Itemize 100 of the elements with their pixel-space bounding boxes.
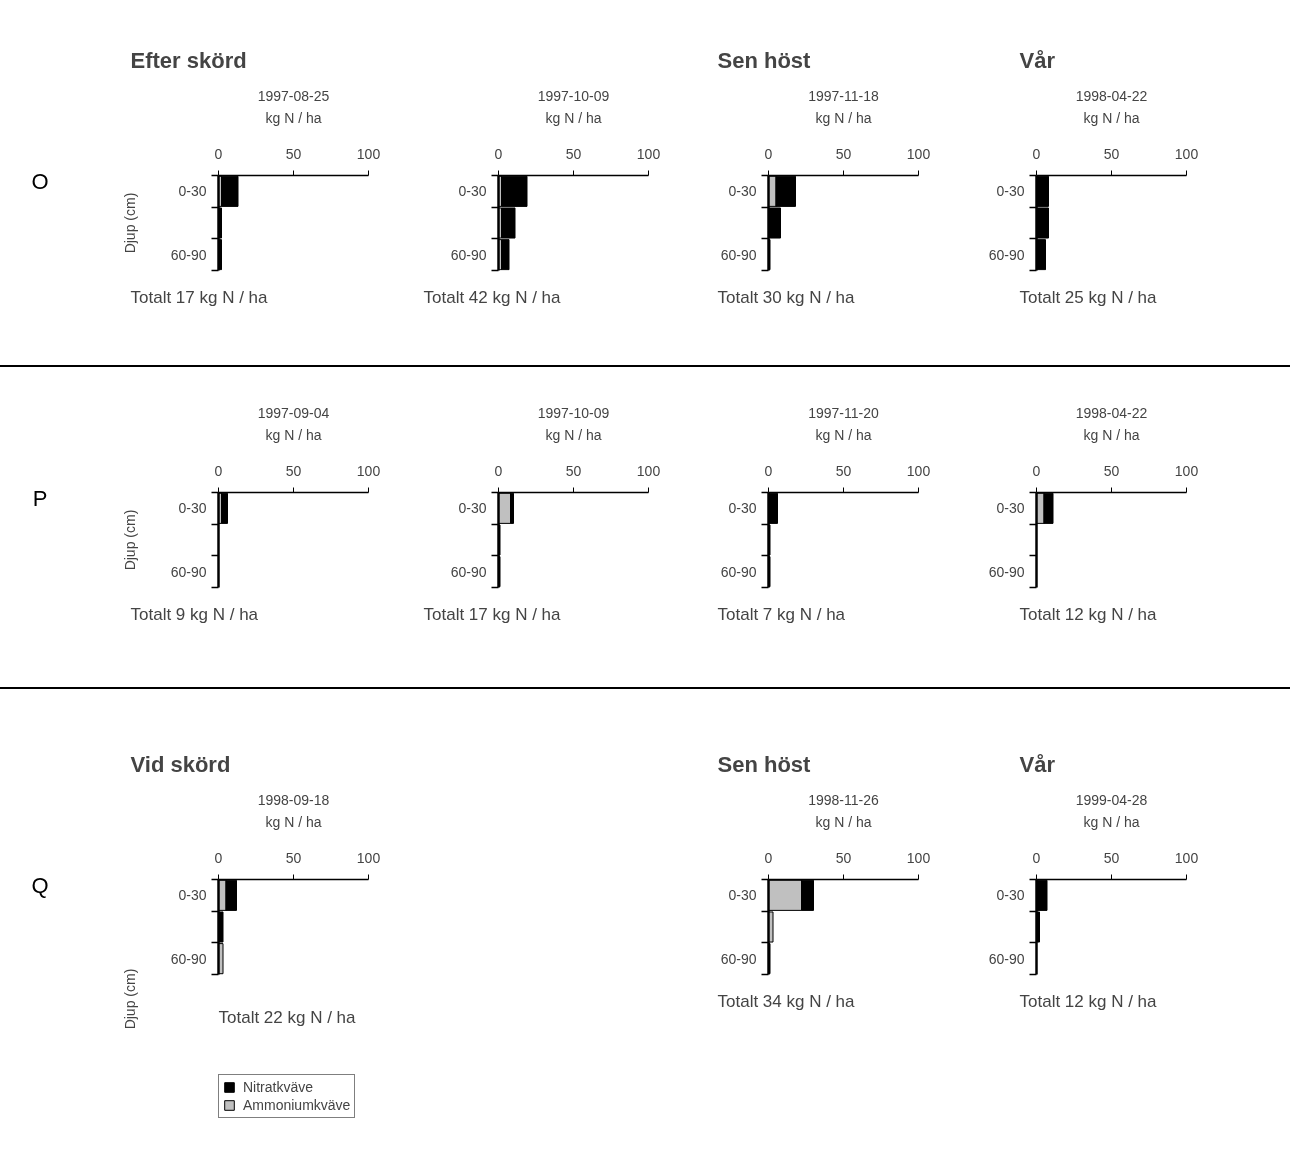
chart-title: 1997-11-20 bbox=[808, 404, 879, 421]
text: Totalt 17 kg N / ha bbox=[130, 287, 269, 307]
x-tick-label: 0 bbox=[214, 849, 223, 866]
text: Totalt 25 kg N / ha bbox=[1019, 287, 1158, 307]
text: Totalt 12 kg N / ha bbox=[1019, 604, 1158, 624]
x-tick-label: 0 bbox=[764, 145, 773, 162]
chart-title: 1997-10-09 bbox=[537, 404, 610, 421]
y-tick-label: 60-90 bbox=[988, 563, 1025, 580]
x-tick-label: 100 bbox=[906, 145, 931, 162]
y-axis-title: Djup (cm) bbox=[121, 968, 138, 1030]
x-tick-label: 100 bbox=[356, 462, 381, 479]
x-tick-label: 50 bbox=[835, 849, 852, 866]
y-tick-label: 0-30 bbox=[728, 500, 757, 517]
y-tick-label: 60-90 bbox=[720, 563, 757, 580]
y-tick-label: 60-90 bbox=[170, 563, 207, 580]
y-tick-label: 0-30 bbox=[178, 887, 207, 904]
x-tick-label: 0 bbox=[764, 462, 773, 479]
y-tick-label: 0-30 bbox=[458, 183, 487, 200]
x-axis-title: kg N / ha bbox=[265, 813, 322, 830]
chart-subtitle: Vid skörd bbox=[130, 751, 231, 777]
y-tick-label: 60-90 bbox=[720, 246, 757, 263]
chart-title: 1997-10-09 bbox=[537, 87, 610, 104]
chart-title: 1997-08-25 bbox=[257, 87, 330, 104]
x-tick-label: 50 bbox=[285, 145, 302, 162]
x-tick-label: 100 bbox=[906, 462, 931, 479]
chart-subtitle: Vår bbox=[1019, 751, 1056, 777]
y-tick-label: 0-30 bbox=[178, 183, 207, 200]
y-tick-label: 60-90 bbox=[170, 246, 207, 263]
x-axis-title: kg N / ha bbox=[265, 109, 322, 126]
x-tick-label: 50 bbox=[565, 462, 582, 479]
chart-title: 1998-04-22 bbox=[1075, 87, 1148, 104]
x-axis-title: kg N / ha bbox=[545, 109, 602, 126]
chart-subtitle: Efter skörd bbox=[130, 47, 247, 73]
chart-title: 1997-11-18 bbox=[808, 87, 879, 104]
x-tick-label: 50 bbox=[835, 145, 852, 162]
chart-title: 1998-11-26 bbox=[808, 791, 879, 808]
x-tick-label: 100 bbox=[356, 145, 381, 162]
text: Totalt 9 kg N / ha bbox=[130, 604, 259, 624]
y-tick-label: 60-90 bbox=[720, 950, 757, 967]
chart-subtitle: Sen höst bbox=[717, 751, 812, 777]
text: O bbox=[31, 168, 49, 196]
x-tick-label: 50 bbox=[285, 462, 302, 479]
x-axis-title: kg N / ha bbox=[265, 426, 322, 443]
y-tick-label: 0-30 bbox=[728, 887, 757, 904]
text: Totalt 12 kg N / ha bbox=[1019, 991, 1158, 1011]
chart-subtitle: Vår bbox=[1019, 47, 1056, 73]
legend-label: Nitratkväve bbox=[243, 1079, 314, 1095]
y-tick-label: 0-30 bbox=[996, 887, 1025, 904]
y-tick-label: 0-30 bbox=[458, 500, 487, 517]
x-tick-label: 0 bbox=[214, 145, 223, 162]
y-tick-label: 60-90 bbox=[450, 246, 487, 263]
x-tick-label: 100 bbox=[636, 145, 661, 162]
x-tick-label: 50 bbox=[565, 145, 582, 162]
text: Q bbox=[31, 872, 49, 900]
x-axis-title: kg N / ha bbox=[1083, 813, 1140, 830]
x-tick-label: 100 bbox=[1174, 145, 1199, 162]
y-axis-title: Djup (cm) bbox=[121, 509, 138, 571]
x-tick-label: 100 bbox=[1174, 849, 1199, 866]
text: Totalt 17 kg N / ha bbox=[423, 604, 562, 624]
x-axis-title: kg N / ha bbox=[1083, 109, 1140, 126]
y-tick-label: 60-90 bbox=[450, 563, 487, 580]
x-axis-title: kg N / ha bbox=[1083, 426, 1140, 443]
x-tick-label: 100 bbox=[906, 849, 931, 866]
x-axis-title: kg N / ha bbox=[545, 426, 602, 443]
chart-title: 1999-04-28 bbox=[1075, 791, 1148, 808]
y-tick-label: 60-90 bbox=[988, 950, 1025, 967]
x-tick-label: 50 bbox=[285, 849, 302, 866]
x-tick-label: 0 bbox=[764, 849, 773, 866]
x-tick-label: 0 bbox=[1032, 849, 1041, 866]
chart-title: 1998-09-18 bbox=[257, 791, 330, 808]
text: P bbox=[32, 485, 48, 513]
x-tick-label: 0 bbox=[494, 145, 503, 162]
text: Totalt 7 kg N / ha bbox=[717, 604, 846, 624]
legend-label: Ammoniumkväve bbox=[243, 1097, 351, 1113]
x-tick-label: 0 bbox=[494, 462, 503, 479]
x-tick-label: 100 bbox=[1174, 462, 1199, 479]
y-tick-label: 0-30 bbox=[996, 500, 1025, 517]
x-tick-label: 0 bbox=[1032, 145, 1041, 162]
x-tick-label: 100 bbox=[636, 462, 661, 479]
y-tick-label: 60-90 bbox=[988, 246, 1025, 263]
chart-title: 1998-04-22 bbox=[1075, 404, 1148, 421]
x-axis-title: kg N / ha bbox=[815, 426, 872, 443]
text: Totalt 30 kg N / ha bbox=[717, 287, 856, 307]
y-tick-label: 0-30 bbox=[178, 500, 207, 517]
text: Totalt 34 kg N / ha bbox=[717, 991, 856, 1011]
x-tick-label: 50 bbox=[835, 462, 852, 479]
x-tick-label: 100 bbox=[356, 849, 381, 866]
text: Totalt 22 kg N / ha bbox=[218, 1008, 357, 1027]
y-tick-label: 0-30 bbox=[996, 183, 1025, 200]
y-tick-label: 0-30 bbox=[728, 183, 757, 200]
x-tick-label: 50 bbox=[1103, 849, 1120, 866]
y-axis-title: Djup (cm) bbox=[121, 192, 138, 254]
x-tick-label: 0 bbox=[214, 462, 223, 479]
x-axis-title: kg N / ha bbox=[815, 109, 872, 126]
y-tick-label: 60-90 bbox=[170, 950, 207, 967]
chart-subtitle: Sen höst bbox=[717, 47, 812, 73]
x-tick-label: 50 bbox=[1103, 462, 1120, 479]
x-tick-label: 50 bbox=[1103, 145, 1120, 162]
x-axis-title: kg N / ha bbox=[815, 813, 872, 830]
text: Totalt 42 kg N / ha bbox=[423, 287, 562, 307]
